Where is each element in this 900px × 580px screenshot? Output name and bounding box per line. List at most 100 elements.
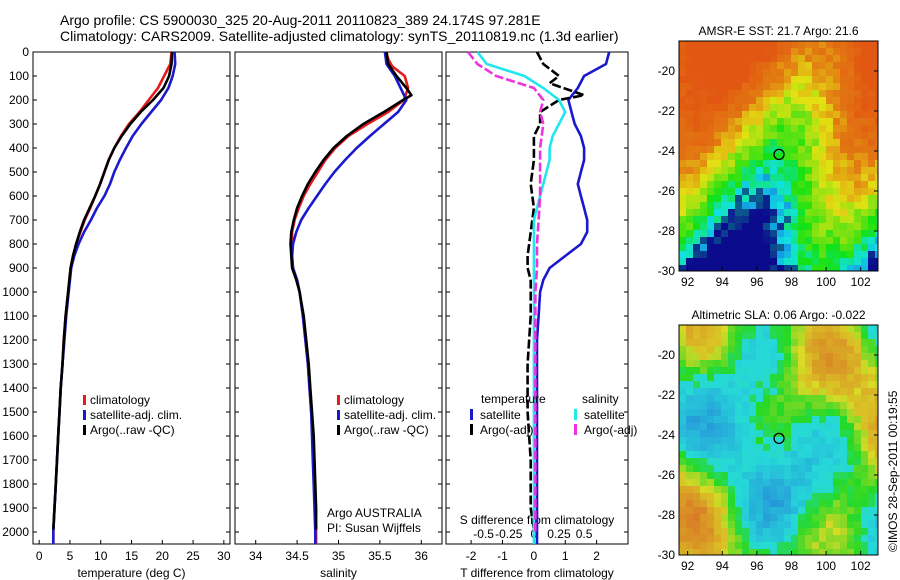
map-cell <box>742 374 750 382</box>
map-cell <box>798 209 806 217</box>
map-cell <box>791 493 799 501</box>
map-cell <box>721 146 729 154</box>
map-cell <box>742 395 750 403</box>
map-cell <box>686 111 694 119</box>
map-cell <box>798 353 806 361</box>
map-cell <box>686 388 694 396</box>
salinity-legend-entry: climatology <box>344 393 404 407</box>
map-cell <box>791 360 799 368</box>
map-cell <box>791 388 799 396</box>
map-cell <box>721 437 729 445</box>
map-cell <box>756 367 764 375</box>
map-cell <box>749 360 757 368</box>
map-cell <box>714 160 722 168</box>
map-cell <box>707 76 715 84</box>
map-cell <box>868 367 876 375</box>
top-tick-label: 0.25 <box>547 527 571 541</box>
map-cell <box>742 181 750 189</box>
map-cell <box>791 514 799 522</box>
map-cell <box>693 479 701 487</box>
map-cell <box>721 160 729 168</box>
map-cell <box>791 181 799 189</box>
map-cell <box>875 493 879 501</box>
map-cell <box>686 514 694 522</box>
map-cell <box>847 181 855 189</box>
map-cell <box>742 83 750 91</box>
map-cell <box>791 160 799 168</box>
map-cell <box>686 472 694 480</box>
map-cell <box>693 181 701 189</box>
map-cell <box>693 76 701 84</box>
map-cell <box>749 132 757 140</box>
map-cell <box>833 423 841 431</box>
map-cell <box>826 76 834 84</box>
map-cell <box>686 430 694 438</box>
map-cell <box>763 265 771 272</box>
map-cell <box>798 146 806 154</box>
map-cell <box>798 97 806 105</box>
map-cell <box>742 174 750 182</box>
map-cell <box>875 55 879 63</box>
map-cell <box>798 160 806 168</box>
map-cell <box>840 549 848 556</box>
map-cell <box>714 62 722 70</box>
map-cell <box>714 486 722 494</box>
map-cell <box>686 125 694 133</box>
map-cell <box>770 507 778 515</box>
map-cell <box>826 139 834 147</box>
map-cell <box>819 374 827 382</box>
map-cell <box>784 325 792 333</box>
map-cell <box>847 97 855 105</box>
map-cell <box>791 125 799 133</box>
map-cell <box>798 90 806 98</box>
map-cell <box>833 451 841 459</box>
map-cell <box>728 216 736 224</box>
map-cell <box>868 500 876 508</box>
map-cell <box>840 423 848 431</box>
map-cell <box>826 549 834 556</box>
sst-map-x-tick-label: 96 <box>750 275 764 289</box>
map-cell <box>784 230 792 238</box>
map-cell <box>833 216 841 224</box>
map-cell <box>707 423 715 431</box>
map-cell <box>819 339 827 347</box>
map-cell <box>847 202 855 210</box>
map-cell <box>756 360 764 368</box>
map-cell <box>763 202 771 210</box>
map-cell <box>728 97 736 105</box>
map-cell <box>693 202 701 210</box>
map-cell <box>735 430 743 438</box>
map-cell <box>777 479 785 487</box>
map-cell <box>721 202 729 210</box>
map-cell <box>777 167 785 175</box>
map-cell <box>784 55 792 63</box>
map-cell <box>777 97 785 105</box>
map-cell <box>735 62 743 70</box>
map-cell <box>805 353 813 361</box>
map-cell <box>742 132 750 140</box>
map-cell <box>721 381 729 389</box>
map-cell <box>819 493 827 501</box>
map-cell <box>805 209 813 217</box>
map-cell <box>763 48 771 56</box>
map-cell <box>854 62 862 70</box>
map-cell <box>819 48 827 56</box>
map-cell <box>777 216 785 224</box>
map-cell <box>686 195 694 203</box>
map-cell <box>826 528 834 536</box>
map-cell <box>868 542 876 550</box>
map-cell <box>763 251 771 259</box>
map-cell <box>693 535 701 543</box>
map-cell <box>686 493 694 501</box>
map-cell <box>875 409 879 417</box>
map-cell <box>819 500 827 508</box>
map-cell <box>707 360 715 368</box>
map-cell <box>868 444 876 452</box>
map-cell <box>819 451 827 459</box>
map-cell <box>791 153 799 161</box>
map-cell <box>714 339 722 347</box>
map-cell <box>868 360 876 368</box>
map-cell <box>763 388 771 396</box>
map-cell <box>700 41 708 49</box>
map-cell <box>819 104 827 112</box>
